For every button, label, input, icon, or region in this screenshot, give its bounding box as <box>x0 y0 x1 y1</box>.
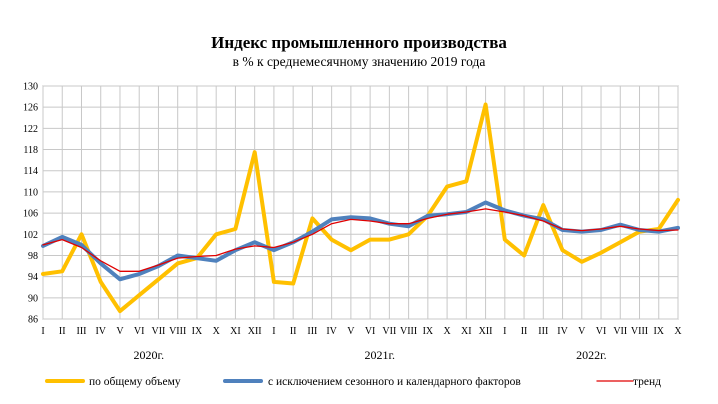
x-tick-label: XI <box>230 326 241 337</box>
year-label: 2022г. <box>576 348 607 362</box>
x-tick-label: XII <box>248 326 262 337</box>
legend-label-3: тренд <box>633 376 661 388</box>
legend-label-2: с исключением сезонного и календарного ф… <box>268 376 521 388</box>
x-tick-label: V <box>578 326 586 337</box>
x-tick-label: I <box>41 326 44 337</box>
y-tick-label: 102 <box>23 230 38 241</box>
x-tick-label: XII <box>479 326 493 337</box>
y-tick-label: 110 <box>23 187 38 198</box>
x-tick-label: IX <box>192 326 203 337</box>
legend: по общему объему с исключением сезонного … <box>45 376 661 388</box>
x-tick-label: VIII <box>169 326 186 337</box>
x-tick-label: IX <box>653 326 664 337</box>
x-tick-label: IV <box>95 326 106 337</box>
y-tick-label: 130 <box>23 82 38 93</box>
x-tick-label: I <box>272 326 275 337</box>
x-tick-label: X <box>213 326 221 337</box>
series-line-1 <box>41 102 680 314</box>
x-tick-label: II <box>59 326 66 337</box>
y-tick-label: 94 <box>28 272 38 283</box>
x-tick-label: VIII <box>631 326 648 337</box>
x-tick-label: III <box>307 326 317 337</box>
x-tick-label: III <box>538 326 548 337</box>
y-tick-label: 86 <box>28 315 38 326</box>
y-tick-label: 126 <box>23 103 38 114</box>
y-tick-label: 122 <box>23 124 38 135</box>
x-tick-label: V <box>116 326 124 337</box>
x-tick-label: VIII <box>400 326 417 337</box>
y-tick-label: 98 <box>28 251 38 262</box>
x-tick-label: IV <box>326 326 337 337</box>
y-tick-label: 114 <box>23 166 38 177</box>
x-tick-label: I <box>503 326 506 337</box>
y-tick-label: 90 <box>28 293 38 304</box>
x-tick-label: VII <box>613 326 627 337</box>
year-label: 2020г. <box>134 348 165 362</box>
x-tick-label: VII <box>382 326 396 337</box>
x-tick-label: VI <box>365 326 376 337</box>
series-line-2 <box>41 200 680 282</box>
x-tick-label: IV <box>557 326 568 337</box>
x-tick-label: X <box>443 326 451 337</box>
series-line-3 <box>42 208 679 272</box>
x-tick-label: II <box>521 326 528 337</box>
x-tick-label: V <box>347 326 355 337</box>
x-tick-label: III <box>76 326 86 337</box>
x-tick-label: VI <box>596 326 607 337</box>
y-tick-label: 118 <box>23 145 38 156</box>
plot-border <box>42 85 679 320</box>
year-label: 2021г. <box>364 348 395 362</box>
x-tick-label: X <box>674 326 682 337</box>
chart-title: Индекс промышленного производства <box>211 33 507 52</box>
x-tick-label: II <box>290 326 297 337</box>
x-tick-label: XI <box>461 326 472 337</box>
y-tick-label: 106 <box>23 209 38 220</box>
x-tick-label: VII <box>152 326 166 337</box>
legend-label-1: по общему объему <box>89 376 181 388</box>
x-tick-label: VI <box>134 326 145 337</box>
chart-subtitle: в % к среднемесячному значению 2019 года <box>233 54 486 69</box>
x-tick-label: IX <box>423 326 434 337</box>
